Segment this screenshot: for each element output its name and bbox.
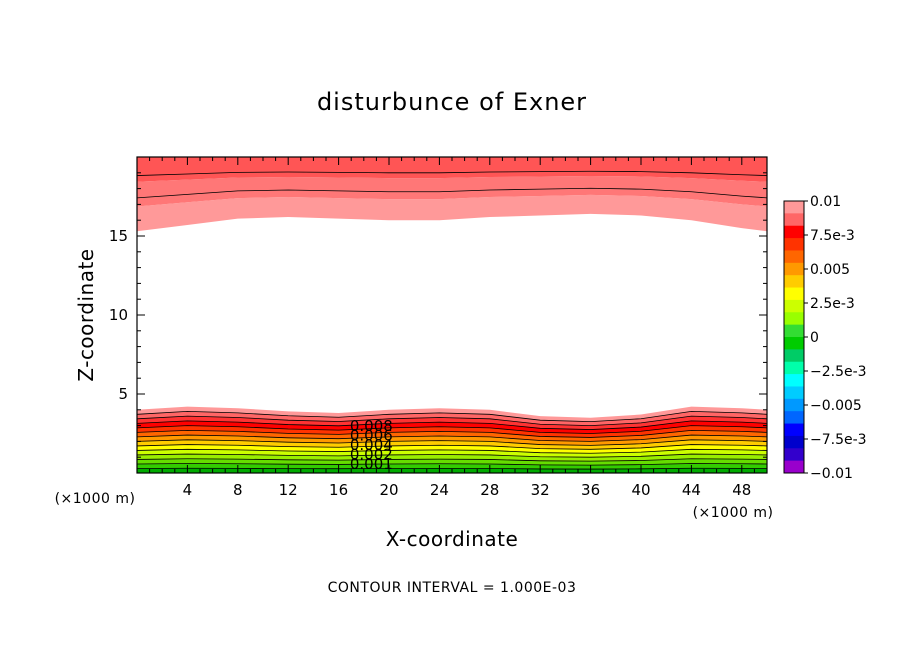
colorbar-label: 7.5e-3 [810, 228, 855, 244]
colorbar-swatch [784, 374, 804, 387]
colorbar-swatch [784, 349, 804, 363]
x-tick-label: 8 [233, 481, 243, 499]
contour-label: 0.001 [350, 455, 393, 473]
colorbar-swatch [784, 238, 804, 251]
contour-line-bottom [136, 429, 768, 438]
contour-band-top [137, 194, 767, 232]
colorbar-label: 0.005 [810, 262, 850, 278]
x-tick-label: 16 [329, 481, 348, 499]
colorbar-swatch [784, 361, 804, 375]
colorbar-label: −0.005 [810, 398, 862, 414]
contour-line-bottom [136, 444, 768, 450]
colorbar: 0.01 7.5e-3 0.005 2.5e-3 0 −2.5e-3 −0.005 −7.5e… [783, 194, 867, 482]
colorbar-swatch [784, 460, 804, 474]
colorbar-swatch [784, 250, 804, 264]
colorbar-swatch [784, 411, 804, 425]
contour-band-top [137, 157, 767, 182]
contour-line-bottom [136, 439, 768, 446]
contour-line-bottom [136, 425, 768, 434]
colorbar-swatch [784, 225, 804, 239]
x-tick-label: 12 [279, 481, 298, 499]
x-tick-label: 40 [631, 481, 650, 499]
y-tick-label: 15 [109, 227, 128, 245]
contour-band-bottom [137, 420, 767, 434]
contour-band-bottom [137, 411, 767, 426]
contour-label: 0.006 [350, 427, 393, 445]
colorbar-swatch [784, 423, 804, 437]
contour-line-bottom [136, 453, 768, 458]
colorbar-swatch [784, 386, 804, 400]
contour-label: 0.008 [350, 417, 393, 435]
x-tick-label: 24 [430, 481, 449, 499]
contour-line-bottom [136, 458, 768, 462]
contour-band-bottom [137, 416, 767, 430]
y-tick-label: 5 [118, 385, 128, 403]
colorbar-swatch [784, 324, 804, 338]
contour-label: 0.004 [350, 436, 393, 454]
colorbar-swatch [784, 275, 804, 289]
x-unit-right: (×1000 m) [693, 505, 774, 521]
contour-line-bottom [136, 434, 768, 442]
contour-band-bottom [137, 406, 767, 422]
contour-interval-note: CONTOUR INTERVAL = 1.000E-03 [328, 580, 577, 596]
x-tick-label: 48 [732, 481, 751, 499]
colorbar-label: −7.5e-3 [810, 432, 867, 448]
contour-label: 0.002 [350, 446, 393, 464]
chart-title: disturbunce of Exner [317, 88, 587, 116]
contour-band-bottom [137, 463, 767, 470]
colorbar-label: 0 [810, 330, 819, 346]
colorbar-swatch [784, 201, 804, 214]
contour-line-bottom [136, 410, 768, 423]
colorbar-swatch [784, 312, 804, 326]
colorbar-label: 0.01 [810, 194, 841, 210]
colorbar-swatch [784, 337, 804, 350]
contour-line-top [136, 187, 768, 199]
x-unit-left: (×1000 m) [55, 491, 136, 507]
contour-line-bottom [136, 420, 768, 430]
colorbar-swatch [784, 398, 804, 412]
contour-band-bottom [137, 458, 767, 466]
x-tick-label: 4 [183, 481, 193, 499]
colorbar-swatch [784, 299, 804, 313]
contour-line-bottom [136, 467, 768, 470]
colorbar-swatch [784, 287, 804, 301]
x-tick-label: 28 [480, 481, 499, 499]
contour-band-bottom [137, 435, 767, 446]
colorbar-swatch [784, 435, 804, 449]
x-tick-label: 32 [531, 481, 550, 499]
x-tick-label: 44 [682, 481, 701, 499]
contour-line-bottom [136, 463, 768, 466]
contour-line-bottom [136, 415, 768, 427]
colorbar-swatch [784, 262, 804, 276]
contour-line-top [136, 170, 768, 176]
x-tick-label: 36 [581, 481, 600, 499]
colorbar-swatch [784, 448, 804, 462]
y-tick-label: 10 [109, 306, 128, 324]
contour-band-bottom [137, 439, 767, 450]
colorbar-label: 2.5e-3 [810, 296, 855, 312]
y-axis-title: Z-coordinate [74, 248, 98, 381]
x-tick-label: 20 [379, 481, 398, 499]
colorbar-swatch [784, 213, 804, 227]
colorbar-label: −0.01 [810, 466, 853, 482]
contour-line-bottom [136, 448, 768, 454]
x-axis-title: X-coordinate [386, 527, 519, 551]
colorbar-label: −2.5e-3 [810, 364, 867, 380]
